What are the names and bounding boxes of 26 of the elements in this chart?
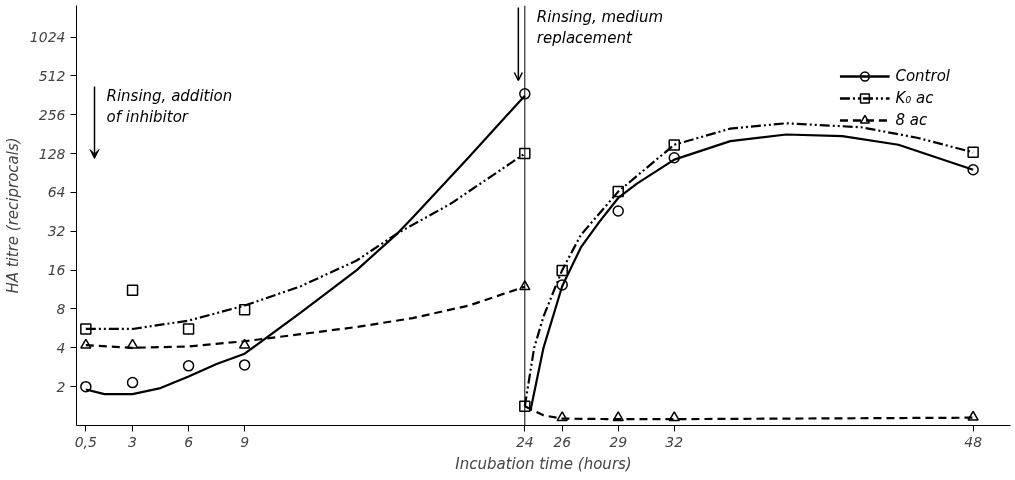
annotation: Rinsing, medium replacement	[536, 7, 664, 48]
y-tick-label: 64	[47, 184, 66, 201]
y-tick-label: 32	[47, 223, 66, 240]
x-tick-label: 24	[515, 433, 534, 450]
y-tick-label: 512	[38, 67, 66, 84]
x-tick-label: 9	[240, 433, 250, 450]
x-tick-label: 3	[128, 433, 138, 450]
y-axis-title: HA titre (reciprocals)	[3, 137, 22, 294]
legend-label: Control	[895, 66, 950, 87]
y-tick-label: 256	[38, 106, 66, 123]
y-tick-label: 1024	[29, 29, 66, 46]
y-tick-label: 128	[38, 145, 66, 162]
x-tick-label: 48	[964, 433, 983, 450]
x-tick-label: 6	[184, 433, 194, 450]
x-axis-title: Incubation time (hours)	[455, 454, 632, 473]
y-tick-label: 16	[47, 262, 66, 279]
annotation: Rinsing, addition of inhibitor	[106, 86, 233, 127]
y-tick-label: 2	[56, 378, 66, 395]
x-tick-label: 0,5	[74, 433, 98, 450]
y-tick-label: 8	[56, 300, 66, 317]
x-tick-label: 32	[665, 433, 684, 450]
x-tick-label: 26	[553, 433, 572, 450]
y-tick-label: 4	[56, 339, 66, 356]
legend-label: 8 ac	[895, 110, 928, 131]
x-tick-label: 29	[609, 433, 628, 450]
legend-label: K₀ ac	[895, 88, 934, 109]
